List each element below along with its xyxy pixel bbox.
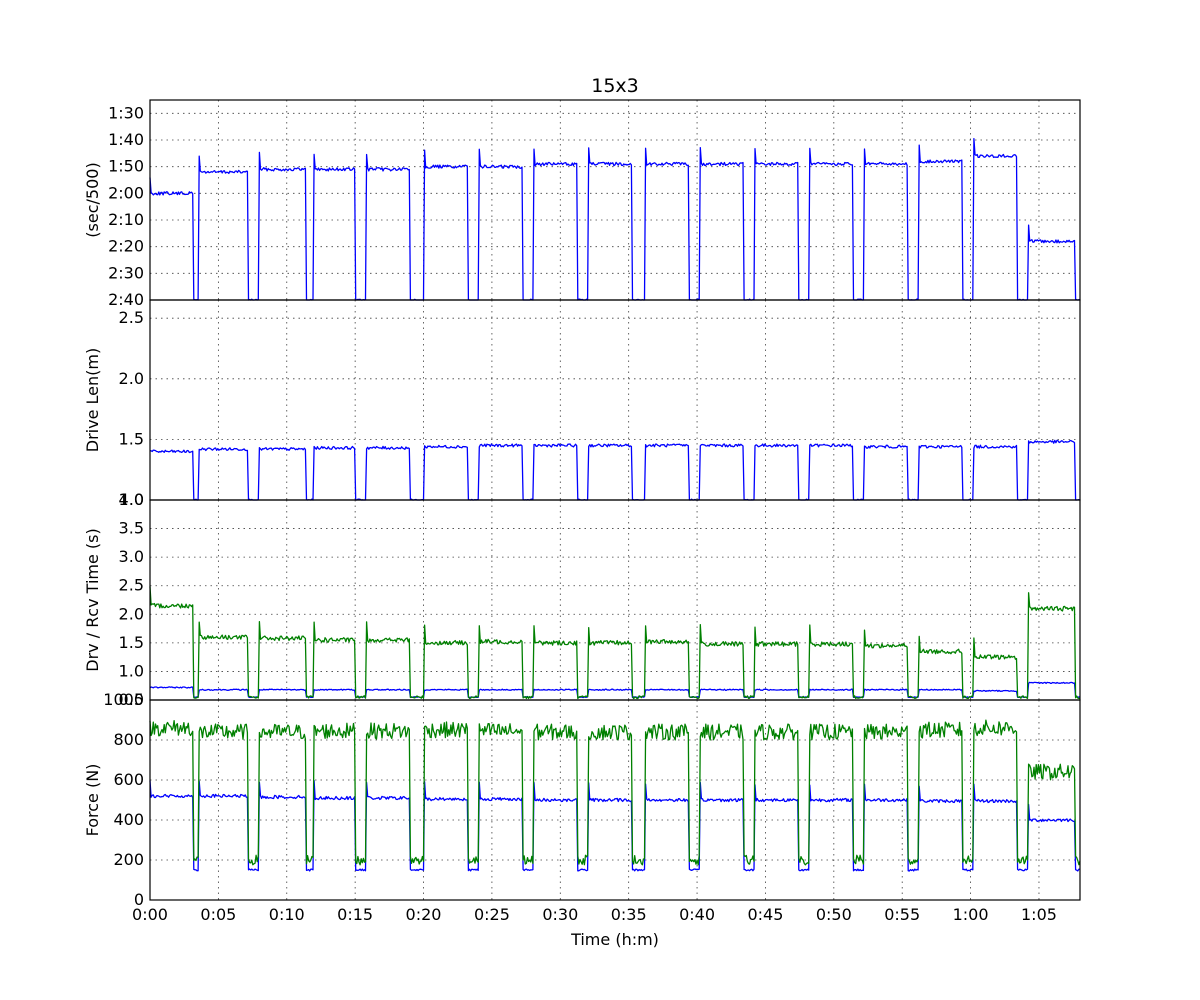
- y-tick-label: 2:40: [108, 290, 144, 309]
- y-tick-label: 2.5: [119, 576, 144, 595]
- x-tick-label: 0:20: [406, 905, 442, 924]
- y-axis-label: Force (N): [83, 764, 102, 837]
- y-tick-label: 3.5: [119, 519, 144, 538]
- x-tick-label: 0:45: [747, 905, 783, 924]
- series-line-drive_time: [149, 681, 1081, 699]
- series-line-avg_force: [149, 779, 1080, 872]
- y-tick-label: 2:30: [108, 263, 144, 282]
- y-tick-label: 400: [113, 810, 144, 829]
- y-tick-label: 2:20: [108, 237, 144, 256]
- x-axis-label: Time (h:m): [570, 930, 659, 949]
- y-tick-label: 200: [113, 850, 144, 869]
- x-tick-label: 1:00: [953, 905, 989, 924]
- y-tick-label: 1.5: [119, 633, 144, 652]
- y-axis-label: Drv / Rcv Time (s): [83, 528, 102, 671]
- y-axis-label: Drive Len(m): [83, 348, 102, 452]
- y-tick-label: 1.0: [119, 490, 144, 509]
- y-tick-label: 0.5: [119, 690, 144, 709]
- panel-pace: 2:40 2:30 2:20 2:10 2:00 1:50 1:40 1:30 (sec/500…: [83, 99, 1081, 309]
- y-tick-label: 2.0: [119, 369, 144, 388]
- x-tick-label: 0:50: [816, 905, 852, 924]
- y-tick-label: 2.0: [119, 604, 144, 623]
- y-tick-label: 2:10: [108, 210, 144, 229]
- x-tick-label: 0:35: [611, 905, 647, 924]
- panel-drive_recovery_time: 0.5 1.0 1.5 2.0 2.5 3.0 3.5 4.0 Drv / Rcv Time (…: [83, 490, 1081, 709]
- y-tick-label: 1.5: [119, 429, 144, 448]
- x-tick-label: 0:25: [474, 905, 510, 924]
- y-tick-label: 1:30: [108, 103, 144, 122]
- panel-drive_length: 1.0 1.5 2.0 2.5 Drive Len(m): [83, 299, 1081, 509]
- x-tick-label: 0:40: [679, 905, 715, 924]
- panel-frame: [149, 99, 1081, 301]
- y-tick-label: 0: [134, 890, 144, 909]
- y-tick-label: 1.0: [119, 661, 144, 680]
- y-tick-label: 1000: [103, 690, 144, 709]
- x-tick-label: 0:55: [884, 905, 920, 924]
- x-tick-label: 1:05: [1021, 905, 1057, 924]
- y-tick-label: 1:40: [108, 130, 144, 149]
- y-tick-label: 1:50: [108, 157, 144, 176]
- y-tick-label: 3.0: [119, 547, 144, 566]
- y-tick-label: 4.0: [119, 490, 144, 509]
- y-axis-label: (sec/500): [83, 162, 102, 237]
- y-tick-label: 2.5: [119, 308, 144, 327]
- series-line-peak_force: [149, 719, 1081, 866]
- panel-frame: [149, 299, 1081, 501]
- x-tick-label: 0:30: [542, 905, 578, 924]
- panel-frame: [149, 499, 1081, 701]
- y-tick-label: 600: [113, 770, 144, 789]
- x-tick-label: 0:05: [200, 905, 236, 924]
- x-tick-label: 0:15: [337, 905, 373, 924]
- x-tick-label: 0:00: [132, 905, 168, 924]
- panel-force: 0 200 400 600 800 1000 Force (N): [83, 690, 1081, 909]
- series-line-drive_len: [149, 439, 1081, 501]
- y-tick-label: 2:00: [108, 183, 144, 202]
- panel-frame: [149, 699, 1081, 901]
- series-line-recovery_time: [149, 586, 1081, 700]
- chart-title: 15x3: [591, 75, 639, 97]
- x-tick-label: 0:10: [269, 905, 305, 924]
- y-tick-label: 800: [113, 730, 144, 749]
- series-line-pace_s: [149, 137, 1081, 301]
- chart-panels: 2:40 2:30 2:20 2:10 2:00 1:50 1:40 1:30 (sec/500…: [83, 99, 1081, 924]
